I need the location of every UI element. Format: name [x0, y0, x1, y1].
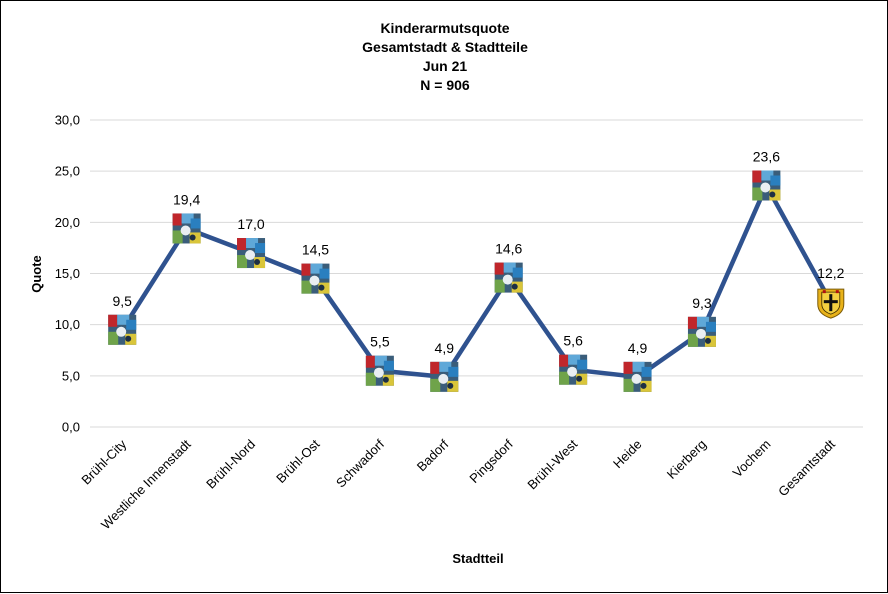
x-tick-label: Gesamtstadt — [775, 436, 838, 499]
district-photo-marker — [108, 314, 137, 345]
x-tick-label: Kierberg — [664, 437, 709, 482]
chart-title-line: N = 906 — [420, 77, 470, 93]
district-photo-marker — [172, 213, 201, 244]
district-photo-marker — [752, 170, 781, 201]
data-label: 14,6 — [495, 241, 522, 257]
x-tick-label: Brühl-West — [524, 436, 580, 492]
district-photo-marker — [559, 354, 588, 385]
data-label: 9,3 — [692, 295, 712, 311]
chart-title: Kinderarmutsquote Gesamtstadt & Stadtteil… — [362, 20, 528, 93]
chart-title-line: Kinderarmutsquote — [380, 20, 509, 36]
y-tick-label: 25,0 — [55, 164, 80, 179]
coat-of-arms-marker — [817, 288, 845, 319]
x-tick-label: Brühl-City — [78, 436, 129, 487]
data-label: 5,5 — [370, 334, 390, 350]
x-tick-label: Heide — [610, 437, 645, 472]
x-tick-label: Pingsdorf — [466, 436, 516, 486]
chart-title-line: Jun 21 — [423, 58, 468, 74]
district-photo-marker — [365, 355, 394, 386]
data-label: 17,0 — [237, 216, 264, 232]
x-axis-title: Stadtteil — [452, 551, 503, 566]
x-tick-label: Vochem — [730, 437, 774, 481]
series-line — [120, 183, 833, 380]
district-photo-marker — [623, 361, 652, 392]
x-tick-label: Brühl-Ost — [273, 436, 323, 486]
x-tick-label: Schwadorf — [333, 436, 387, 490]
data-labels: 9,5 19,4 17,0 14,5 5,5 4,9 14,6 5,6 4,9 9,3 23,6 12… — [112, 148, 844, 355]
data-label: 12,2 — [817, 265, 844, 281]
district-photo-marker — [237, 238, 266, 269]
data-markers — [108, 170, 845, 392]
data-label: 9,5 — [112, 293, 132, 309]
data-label: 5,6 — [563, 333, 583, 349]
y-tick-label: 15,0 — [55, 266, 80, 281]
data-label: 19,4 — [173, 191, 200, 207]
y-tick-label: 0,0 — [62, 420, 80, 435]
data-label: 4,9 — [435, 340, 455, 356]
data-label: 14,5 — [302, 242, 329, 258]
data-label: 23,6 — [753, 148, 780, 164]
y-tick-label: 30,0 — [55, 113, 80, 128]
y-axis-title: Quote — [29, 255, 44, 293]
district-photo-marker — [430, 361, 459, 392]
chart-title-line: Gesamtstadt & Stadtteile — [362, 39, 528, 55]
y-tick-label: 5,0 — [62, 368, 80, 383]
y-tick-label: 20,0 — [55, 215, 80, 230]
data-label: 4,9 — [628, 340, 648, 356]
y-tick-label: 10,0 — [55, 317, 80, 332]
x-tick-label: Badorf — [414, 436, 452, 474]
gridlines — [90, 119, 863, 428]
district-photo-marker — [687, 316, 716, 347]
x-tick-label: Brühl-Nord — [203, 437, 258, 492]
district-photo-marker — [301, 263, 330, 294]
district-photo-marker — [494, 262, 523, 293]
y-axis-ticks: 0,0 5,0 10,0 15,0 20,0 25,0 30,0 — [55, 113, 80, 435]
